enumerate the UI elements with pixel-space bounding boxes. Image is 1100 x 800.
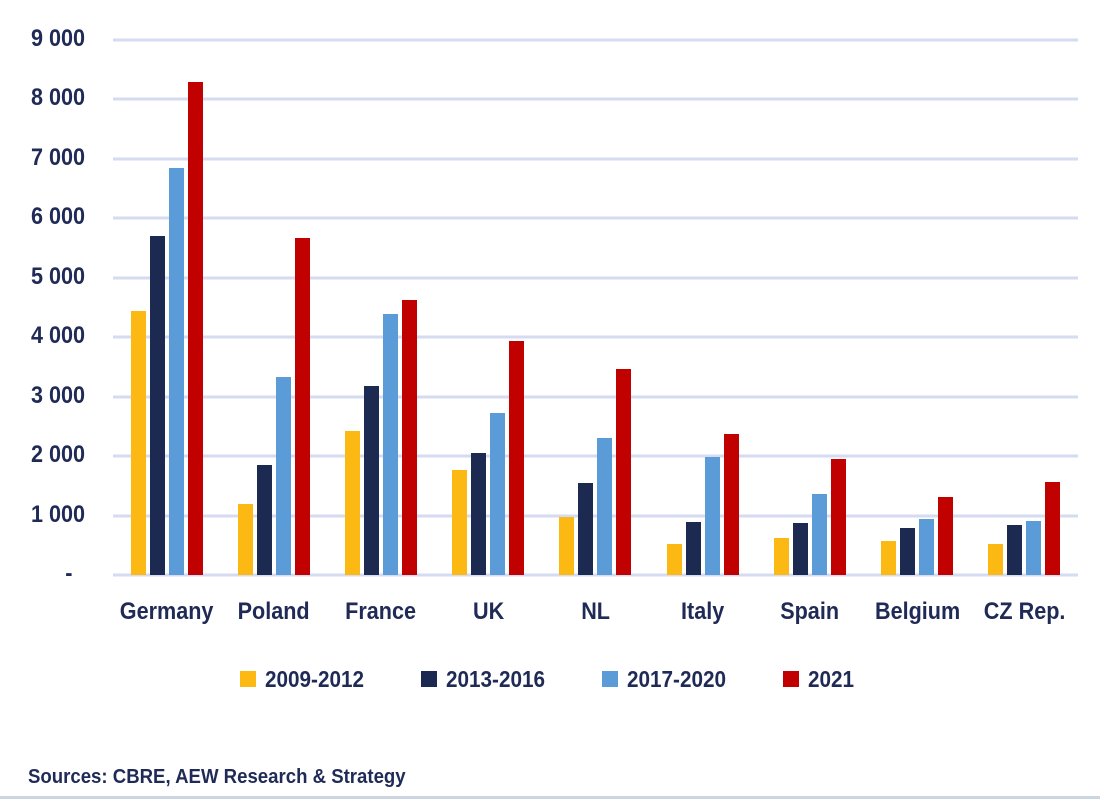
legend-swatch: [421, 671, 438, 687]
bar: [919, 519, 935, 575]
y-axis-tick-label: 5 000: [30, 262, 85, 290]
y-axis-tick-label: -: [65, 559, 73, 587]
gridline: [113, 573, 1078, 577]
y-axis-tick-label: 6 000: [30, 203, 85, 231]
gridline: [113, 514, 1078, 518]
y-axis-tick-label: 9 000: [30, 24, 85, 52]
bar: [168, 167, 184, 575]
gridline: [113, 97, 1078, 101]
bar: [187, 81, 203, 575]
bar: [130, 310, 146, 575]
bar: [723, 433, 739, 575]
bar: [938, 496, 954, 575]
bar: [881, 541, 897, 575]
y-axis: 9 000 8 000 7 000 6 000 5 000 4 000 3 000 2 000…: [0, 25, 85, 587]
legend-item: 2021: [783, 666, 859, 693]
legend-label: 2013-2016: [446, 665, 546, 692]
legend-item: 2013-2016: [421, 666, 556, 693]
legend: 2009-2012 2013-2016 2017-2020 2021: [0, 662, 1100, 696]
gridline: [113, 276, 1078, 280]
bar: [345, 431, 361, 575]
gridline: [113, 395, 1078, 399]
bar-groups: [113, 40, 1078, 575]
bar: [559, 517, 575, 575]
bar: [773, 537, 789, 575]
bar: [1007, 525, 1023, 575]
bar: [402, 299, 418, 575]
x-axis-label: CZ Rep.: [983, 598, 1066, 625]
x-axis-label: Poland: [237, 598, 310, 625]
bar-group-belgium: [864, 40, 971, 575]
x-axis-label: Spain: [780, 598, 840, 625]
bar: [471, 452, 487, 575]
bar: [149, 236, 165, 575]
y-axis-tick-label: 4 000: [30, 322, 85, 350]
bar: [490, 413, 506, 575]
legend-item: 2017-2020: [602, 666, 737, 693]
legend-label: 2017-2020: [627, 665, 727, 692]
bar: [900, 528, 916, 575]
bar: [988, 543, 1004, 575]
bar: [364, 386, 380, 575]
bar: [685, 522, 701, 575]
y-axis-tick-label: 8 000: [30, 84, 85, 112]
gridline: [113, 216, 1078, 220]
bar-group-spain: [756, 40, 863, 575]
bar: [1026, 520, 1042, 575]
bar: [509, 341, 525, 575]
bar-group-uk: [435, 40, 542, 575]
legend-item: 2009-2012: [240, 666, 375, 693]
x-axis: Germany Poland France UK NL Italy Spain Belgium…: [113, 598, 1078, 626]
bar: [1045, 482, 1061, 575]
x-axis-label: Italy: [681, 598, 725, 625]
y-axis-tick-label: 3 000: [30, 381, 85, 409]
x-axis-label: Belgium: [874, 598, 960, 625]
bar: [256, 465, 272, 575]
bar-group-italy: [649, 40, 756, 575]
legend-swatch: [783, 671, 800, 687]
y-axis-tick-label: 1 000: [30, 500, 85, 528]
source-note: Sources: CBRE, AEW Research & Strategy: [28, 766, 406, 788]
bar: [830, 458, 846, 575]
bar: [452, 470, 468, 575]
bar: [666, 544, 682, 575]
bar-group-nl: [542, 40, 649, 575]
gridlines: [113, 38, 1078, 577]
bar: [811, 493, 827, 575]
bar: [597, 438, 613, 575]
bar-group-cz-rep-: [971, 40, 1078, 575]
bar-group-france: [327, 40, 434, 575]
gridline: [113, 454, 1078, 458]
bottom-divider: [0, 796, 1100, 799]
legend-label: 2021: [808, 665, 855, 692]
x-axis-label: NL: [581, 598, 610, 625]
plot-area: [113, 38, 1078, 577]
legend-label: 2009-2012: [265, 665, 365, 692]
x-axis-label: Germany: [119, 598, 214, 625]
bar: [616, 369, 632, 575]
gridline: [113, 335, 1078, 339]
bar: [237, 503, 253, 575]
bar-group-germany: [113, 40, 220, 575]
x-axis-label: UK: [472, 598, 504, 625]
y-axis-tick-label: 2 000: [30, 440, 85, 468]
legend-swatch: [602, 671, 619, 687]
bar-group-poland: [220, 40, 327, 575]
y-axis-tick-label: 7 000: [30, 143, 85, 171]
x-axis-label: France: [345, 598, 417, 625]
gridline: [113, 157, 1078, 161]
bar: [578, 482, 594, 575]
bar: [792, 523, 808, 575]
gridline: [113, 38, 1078, 42]
bar: [275, 377, 291, 575]
bar: [383, 314, 399, 575]
bar: [704, 457, 720, 575]
legend-swatch: [240, 671, 257, 687]
bar: [294, 237, 310, 575]
